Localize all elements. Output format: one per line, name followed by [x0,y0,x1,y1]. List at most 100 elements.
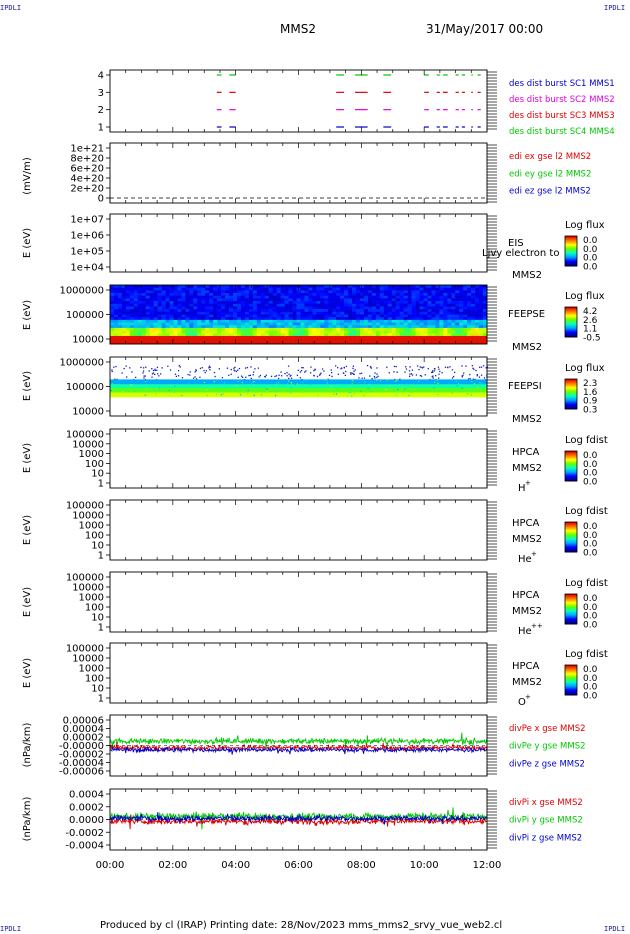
feepse-pixel [110,325,115,329]
feepsi-speckle [472,387,475,390]
feepse-pixel [229,327,234,331]
feepsi-speckle [215,393,218,395]
feepse-pixel [419,338,424,342]
feepsi-dot [427,368,429,370]
feepsi-speckle [253,381,255,383]
feepse-pixel [296,303,301,307]
feepse-pixel [399,327,404,331]
feepse-pixel [475,303,480,307]
feepsi-speckle [467,392,469,395]
feepse-pixel [399,301,404,305]
feepse-pixel [193,314,198,318]
colorbar-segment [565,615,577,617]
feepse-pixel [113,327,119,331]
colorbar-segment [565,380,577,382]
feepsi-speckle [181,394,183,397]
feepse-pixel [288,303,293,307]
spacecraft-label-hpca_h: MMS2 [512,463,542,474]
feepsi-dot [354,369,356,371]
feepse-pixel [371,341,377,345]
colorbar-segment [565,607,577,609]
colorbar-segment [565,323,577,325]
feepse-pixel [304,295,309,299]
feepsi-dot [297,369,299,372]
feepse-pixel [296,298,301,302]
feepse-pixel [133,290,139,294]
feepse-pixel [439,311,444,315]
feepse-pixel [459,327,464,331]
feepsi-dot [469,373,471,376]
feepse-pixel [157,287,162,291]
feepse-pixel [292,341,297,345]
feepse-pixel [165,295,170,299]
feepse-pixel [280,325,285,329]
feepse-pixel [336,301,341,305]
feepsi-dot [240,375,243,377]
feepse-pixel [419,319,424,323]
feepse-pixel [240,298,246,302]
feepse-pixel [423,311,428,315]
feepse-pixel [272,290,277,294]
feepse-pixel [328,335,333,339]
feepse-pixel [217,314,222,318]
feepse-pixel [367,335,373,339]
feepse-pixel [332,341,337,345]
feepsi-speckle [394,380,396,383]
feepse-pixel [403,298,408,302]
feepse-pixel [308,285,313,288]
feepse-pixel [475,341,480,345]
feepse-pixel [268,301,274,305]
spacecraft-label-eis: MMS2 [512,270,542,281]
feepse-pixel [483,325,488,329]
feepse-pixel [391,338,397,342]
feepse-pixel [110,338,115,342]
feepse-pixel [431,287,436,291]
feepse-pixel [479,319,484,323]
feepse-pixel [256,317,262,321]
feepse-pixel [209,325,214,329]
feepse-pixel [177,335,182,339]
colorbar-segment [565,385,577,387]
feepse-pixel [356,309,361,313]
y-tick-label-2: 1e+06 [70,231,104,242]
feepse-pixel [149,341,154,345]
colorbar-segment [565,470,577,472]
feepse-pixel [288,325,293,329]
colorbar-value: 0.0 [583,460,598,470]
feepse-pixel [296,322,301,326]
feepse-pixel [371,303,377,307]
feepse-pixel [407,298,412,302]
feepse-pixel [407,285,412,288]
feepse-pixel [316,309,321,313]
feepse-pixel [423,325,428,329]
feepse-pixel [173,322,178,326]
feepse-pixel [113,338,119,342]
feepse-pixel [157,341,162,345]
feepse-pixel [471,327,476,331]
feepse-pixel [288,327,293,331]
feepse-pixel [292,319,297,323]
feepse-pixel [157,303,162,307]
feepse-pixel [189,298,194,302]
feepse-pixel [276,319,281,323]
colorbar-segment [565,309,577,311]
feepse-pixel [217,285,222,288]
feepsi-speckle [360,390,362,392]
feepsi-speckle [241,381,243,384]
feepse-pixel [479,309,484,313]
feepse-pixel [165,319,170,323]
feepsi-dot [248,374,250,377]
feepsi-dot [420,375,423,377]
colorbar-segment [565,478,577,480]
feepse-pixel [181,311,186,315]
feepsi-dot [214,375,216,378]
feepse-pixel [217,325,222,329]
feepse-pixel [403,311,408,315]
feepse-pixel [252,295,258,299]
colorbar-segment [565,600,577,602]
feepse-pixel [419,309,424,313]
feepse-pixel [252,333,258,337]
spacecraft-label-hpca_he2: MMS2 [512,606,542,617]
feepse-pixel [113,325,119,329]
feepse-pixel [427,322,432,326]
